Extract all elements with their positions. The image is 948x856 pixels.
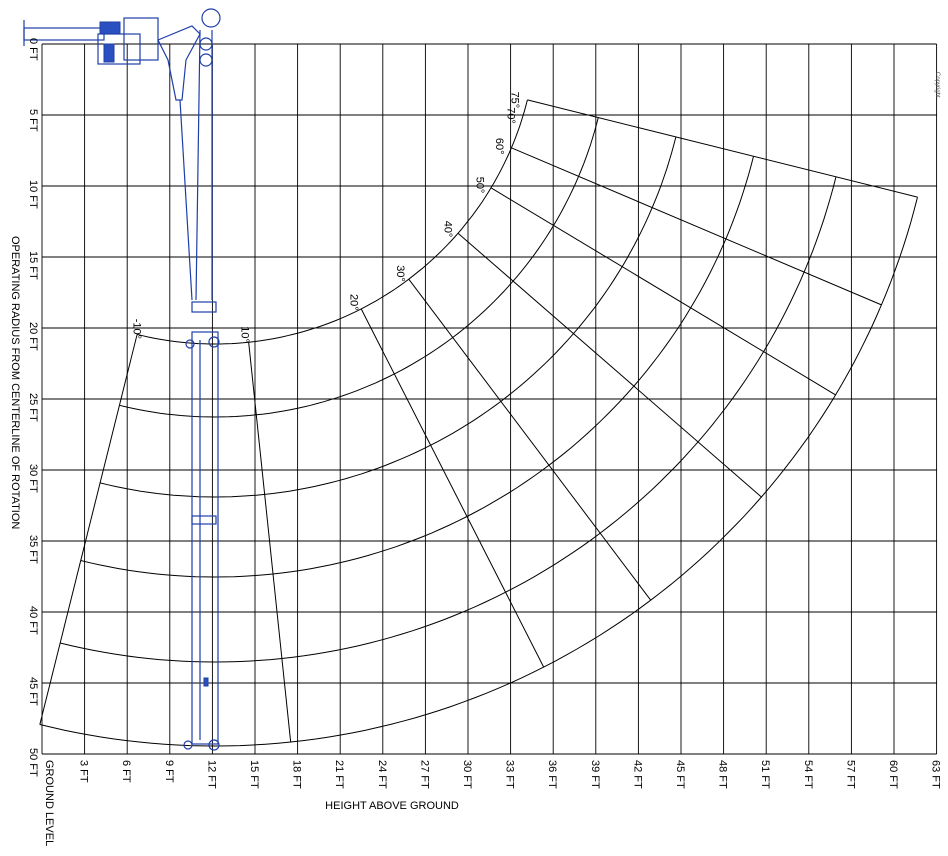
crane-housing: [123, 17, 159, 61]
boom-angle-label: 50°: [473, 177, 485, 194]
boom-angle-ray: [39, 334, 138, 725]
boom-angle-label: 70°: [504, 107, 516, 124]
boom-node-upper: [185, 339, 195, 349]
height-axis-title: HEIGHT ABOVE GROUND: [325, 800, 459, 812]
boom-angle-label: 60°: [493, 138, 505, 155]
height-tick-label: 33 FT: [504, 760, 516, 789]
height-tick-label: 51 FT: [759, 760, 771, 789]
boom-tip-left: [183, 740, 193, 750]
reach-arc: [119, 117, 599, 418]
height-tick-label: 42 FT: [631, 760, 643, 789]
height-tick-label: 15 FT: [248, 760, 260, 789]
boom-tip-right: [208, 739, 220, 751]
reach-arc: [99, 136, 677, 498]
reach-arc: [39, 197, 918, 747]
height-tick-label: 3 FT: [78, 760, 90, 783]
boom-angle-ray: [527, 99, 918, 198]
height-tick-label: 27 FT: [418, 760, 430, 789]
boom-angle-ray: [248, 342, 292, 743]
height-tick-label: 12 FT: [205, 760, 217, 789]
height-tick-label: 39 FT: [589, 760, 601, 789]
height-tick-label: 9 FT: [163, 760, 175, 783]
height-tick-label: 57 FT: [844, 760, 856, 789]
boom-angle-label: 10°: [239, 326, 251, 343]
grid: [41, 43, 938, 755]
boom-angle-ray: [360, 308, 545, 668]
boom-collar: [191, 301, 217, 313]
boom-left-edge: [195, 29, 201, 301]
radius-tick-label: 35 FT: [27, 535, 39, 564]
crane-arm-link: [157, 25, 201, 101]
boom-angle-labels: -10° 10° 20° 30° 40° 50° 60° 70°75°: [131, 92, 521, 343]
radius-tick-label: 40 FT: [27, 606, 39, 635]
radius-tick-label: 15 FT: [27, 251, 39, 280]
boom-mid-collar: [191, 515, 217, 525]
boom-node-upper-right: [208, 336, 220, 348]
radius-tick-label: 45 FT: [27, 677, 39, 706]
boom-angle-ray: [408, 278, 652, 601]
boom-cylinder: [179, 99, 193, 301]
boom-extension: [191, 331, 219, 745]
crane-sheave-lower: [199, 53, 213, 67]
boom-angle-label: 20°: [348, 294, 360, 311]
boom-angle-ray: [457, 232, 762, 498]
boom-angle-label: 30°: [394, 265, 406, 282]
reach-arcs: [39, 99, 918, 747]
height-tick-label: 63 FT: [930, 760, 942, 789]
crane-drawing: [23, 8, 221, 751]
height-tick-label: 45 FT: [674, 760, 686, 789]
axis-labels: 3 FT 6 FT 9 FT 12 FT 15 FT 18 FT 21 FT 24 FT 27 …: [9, 38, 942, 846]
height-tick-label: 30 FT: [461, 760, 473, 789]
radius-tick-label: 50 FT: [27, 748, 39, 777]
height-tick-label: 6 FT: [120, 760, 132, 783]
radius-tick-label: 20 FT: [27, 322, 39, 351]
height-tick-label: 36 FT: [546, 760, 558, 789]
radius-tick-label: 5 FT: [27, 109, 39, 132]
boom-pin: [203, 677, 209, 687]
crane-turret: [97, 33, 141, 65]
height-tick-label: 21 FT: [333, 760, 345, 789]
crane-hook-ring: [201, 8, 221, 28]
radius-axis-title: OPERATING RADIUS FROM CENTERLINE OF ROTA…: [9, 236, 21, 529]
radius-tick-label: 0 FT: [27, 38, 39, 61]
height-tick-label: 60 FT: [887, 760, 899, 789]
radius-tick-label: 25 FT: [27, 393, 39, 422]
boom-angle-label: -10°: [131, 319, 143, 339]
boom-angle-ray: [511, 147, 882, 306]
crane-motor: [99, 21, 121, 35]
boom-angle-rays: [39, 99, 918, 743]
height-tick-label: 24 FT: [376, 760, 388, 789]
reach-arc: [60, 176, 837, 663]
reach-arc: [80, 156, 754, 578]
boom-angle-label: 40°: [442, 221, 454, 238]
height-tick-label: 18 FT: [291, 760, 303, 789]
radius-tick-label: 10 FT: [27, 180, 39, 209]
reach-arc: [136, 99, 528, 345]
boom-angle-label: 75°: [509, 92, 521, 109]
corner-note: Copyright: [934, 72, 940, 98]
crane-gear: [103, 43, 115, 63]
radius-tick-label: 30 FT: [27, 464, 39, 493]
ground-level-label: GROUND LEVEL: [43, 760, 55, 846]
boom-angle-ray: [490, 187, 836, 396]
height-tick-label: 48 FT: [717, 760, 729, 789]
height-tick-label: 54 FT: [802, 760, 814, 789]
